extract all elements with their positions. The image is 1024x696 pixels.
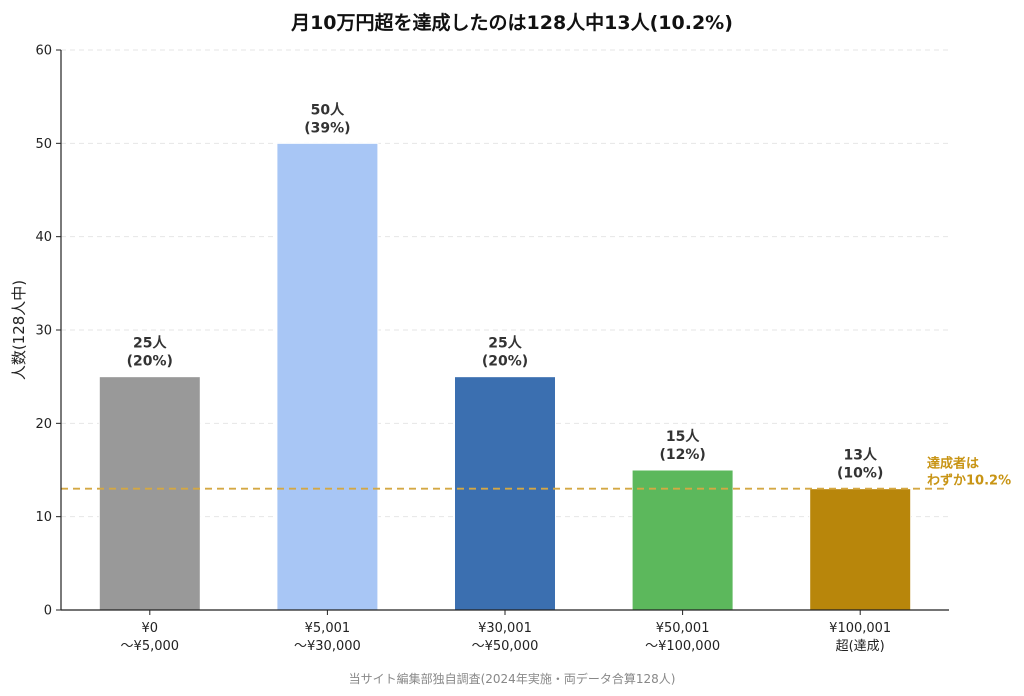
bar-0 — [98, 376, 201, 611]
x-tick-label-line2-4: 超(達成) — [836, 639, 885, 654]
y-tick-label-6: 60 — [35, 44, 52, 59]
bar-label-percent-4: (10%) — [837, 466, 883, 482]
x-tick-label-line1-1: ¥5,001 — [305, 621, 351, 636]
bar-label-count-2: 25人 — [488, 335, 522, 352]
bar-label-percent-3: (12%) — [659, 447, 705, 463]
reference-label-line1: 達成者は — [927, 456, 979, 472]
y-tick-label-1: 10 — [35, 510, 52, 525]
bar-label-percent-2: (20%) — [482, 354, 528, 370]
x-tick-label-line1-0: ¥0 — [142, 621, 159, 636]
x-tick-label-line2-1: 〜¥30,000 — [294, 639, 361, 654]
y-tick-label-5: 50 — [35, 137, 52, 152]
bar-label-count-0: 25人 — [133, 335, 167, 352]
bar-2 — [454, 376, 556, 611]
x-tick-label-line2-3: 〜¥100,000 — [645, 639, 720, 654]
x-tick-label-line1-2: ¥30,001 — [478, 621, 532, 636]
reference-label-line2: わずか10.2% — [927, 473, 1011, 489]
bar-3 — [631, 469, 734, 611]
bar-4 — [809, 488, 912, 611]
bar-label-percent-1: (39%) — [304, 120, 350, 136]
x-tick-label-line2-2: 〜¥50,000 — [472, 639, 539, 654]
bar-label-percent-0: (20%) — [127, 354, 173, 370]
bar-1 — [276, 142, 379, 611]
source-note: 当サイト編集部独自調査(2024年実施・両データ合算128人) — [348, 672, 676, 686]
y-tick-label-2: 20 — [35, 417, 52, 432]
y-tick-label-4: 40 — [35, 230, 52, 245]
bar-label-count-3: 15人 — [666, 428, 700, 445]
chart-title: 月10万円超を達成したのは128人中13人(10.2%) — [291, 12, 733, 34]
y-axis-label: 人数(128人中) — [10, 280, 28, 380]
y-tick-label-0: 0 — [44, 604, 52, 619]
bar-label-count-1: 50人 — [311, 101, 345, 118]
bar-label-count-4: 13人 — [843, 447, 877, 464]
x-tick-label-line2-0: 〜¥5,000 — [121, 639, 180, 654]
y-tick-label-3: 30 — [35, 324, 52, 339]
x-tick-label-line1-4: ¥100,001 — [829, 621, 891, 636]
x-tick-label-line1-3: ¥50,001 — [656, 621, 710, 636]
